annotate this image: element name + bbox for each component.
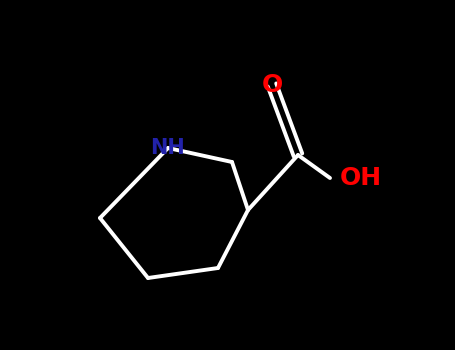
Text: NH: NH bbox=[151, 138, 185, 158]
Text: OH: OH bbox=[340, 166, 382, 190]
Text: O: O bbox=[261, 73, 283, 97]
